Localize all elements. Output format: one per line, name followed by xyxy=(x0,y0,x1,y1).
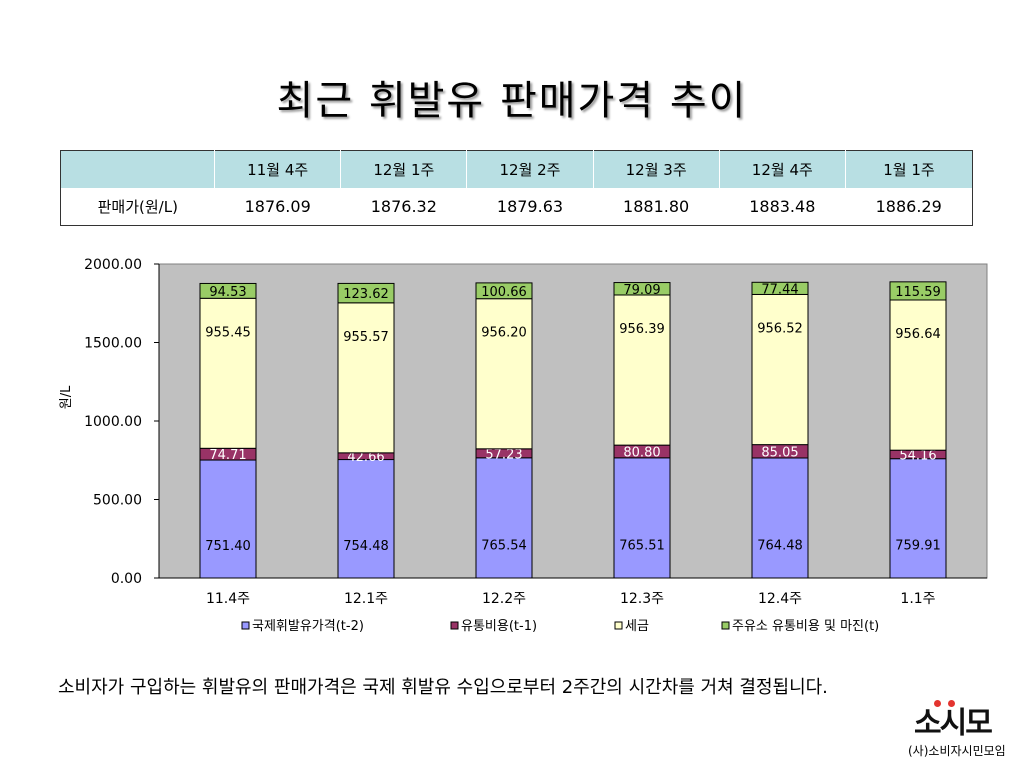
data-label: 955.57 xyxy=(343,330,389,345)
data-label: 955.45 xyxy=(205,325,251,340)
data-label: 956.64 xyxy=(895,327,941,342)
data-label: 754.48 xyxy=(343,539,389,554)
table-header-cell: 12월 3주 xyxy=(592,150,720,188)
bar-segment xyxy=(613,294,671,446)
bar-segment xyxy=(199,459,257,579)
stacked-bar-chart: 0.00 500.00 1000.00 1500.00 2000.00 원/L 751.40… xyxy=(59,257,988,634)
bar-segment xyxy=(475,282,533,300)
data-label: 764.48 xyxy=(757,538,803,553)
y-axis-label: 원/L xyxy=(59,385,74,409)
data-label: 956.52 xyxy=(757,321,803,336)
y-tick-label: 2000.00 xyxy=(84,257,142,273)
table-cell: 1876.09 xyxy=(214,188,341,226)
x-tick-label: 11.4주 xyxy=(206,591,250,607)
data-label: 956.20 xyxy=(481,326,527,341)
x-tick-label: 1.1주 xyxy=(900,591,935,607)
y-tick-label: 1500.00 xyxy=(84,336,142,352)
legend-entry: 주유소 유통비용 및 마진(t) xyxy=(732,619,879,634)
data-label: 42.66 xyxy=(347,450,384,465)
legend-entry: 세금 xyxy=(625,619,649,634)
bar-segment xyxy=(613,282,671,296)
table-corner-cell xyxy=(60,150,215,188)
legend-entry: 국제휘발유가격(t-2) xyxy=(252,619,364,634)
price-table: 11월 4주 12월 1주 12월 2주 12월 3주 12월 4주 1월 1주… xyxy=(60,150,973,226)
data-label: 80.80 xyxy=(623,445,660,460)
data-label: 79.09 xyxy=(623,283,660,298)
table-cell: 1883.48 xyxy=(719,188,846,226)
table-header-cell: 12월 1주 xyxy=(340,150,467,188)
table-cell: 1886.29 xyxy=(845,188,973,226)
bar-segment xyxy=(337,282,395,304)
bar-segment xyxy=(889,281,947,301)
legend-swatch xyxy=(614,621,623,630)
table-header-cell: 1월 1주 xyxy=(844,150,973,188)
legend-swatch xyxy=(721,621,730,630)
table-cell: 1879.63 xyxy=(466,188,594,226)
data-label: 765.51 xyxy=(619,538,665,553)
bar-segment xyxy=(613,457,671,579)
data-label: 57.23 xyxy=(485,447,522,462)
data-label: 85.05 xyxy=(761,445,798,460)
legend-entry: 유통비용(t-1) xyxy=(461,619,537,634)
logo-dot-icon xyxy=(948,700,955,707)
bar-segment xyxy=(337,459,395,579)
data-label: 759.91 xyxy=(895,539,941,554)
data-label: 956.39 xyxy=(619,322,665,337)
bar-segment xyxy=(751,281,809,295)
data-label: 77.44 xyxy=(761,282,798,297)
data-label: 74.71 xyxy=(209,448,246,463)
table-header-cell: 11월 4주 xyxy=(214,150,341,188)
bar-segment xyxy=(751,293,809,446)
table-header-cell: 12월 2주 xyxy=(466,150,594,188)
table-row-label: 판매가(원/L) xyxy=(60,188,215,226)
legend-swatch xyxy=(450,621,459,630)
data-label: 751.40 xyxy=(205,539,251,554)
table-header-row: 11월 4주 12월 1주 12월 2주 12월 3주 12월 4주 1월 1주 xyxy=(60,150,973,188)
logo-mark: 소시모 xyxy=(914,706,993,741)
legend-swatch xyxy=(241,621,250,630)
table-cell: 1881.80 xyxy=(593,188,720,226)
bar-segment xyxy=(475,457,533,579)
data-label: 123.62 xyxy=(343,287,389,302)
y-tick-label: 500.00 xyxy=(93,493,142,509)
logo-org-name: (사)소비자시민모임 xyxy=(908,744,1006,758)
y-tick-label: 0.00 xyxy=(111,571,142,587)
x-tick-label: 12.4주 xyxy=(758,591,802,607)
bar-segment xyxy=(889,458,947,579)
bar-segment xyxy=(751,457,809,579)
page-title: 최근 휘발유 판매가격 추이 xyxy=(276,78,748,124)
data-label: 115.59 xyxy=(895,285,941,300)
data-label: 54.16 xyxy=(899,448,936,463)
table-header-cell: 12월 4주 xyxy=(718,150,846,188)
x-tick-label: 12.2주 xyxy=(482,591,526,607)
bar-segment xyxy=(337,302,395,454)
bar-segment xyxy=(199,282,257,299)
x-tick-label: 12.1주 xyxy=(344,591,388,607)
table-cell: 1876.32 xyxy=(340,188,467,226)
data-label: 765.54 xyxy=(481,538,527,553)
x-tick-label: 12.3주 xyxy=(620,591,664,607)
bar-segment xyxy=(889,299,947,451)
data-label: 100.66 xyxy=(481,285,527,300)
bar-segment xyxy=(199,297,257,449)
data-label: 94.53 xyxy=(209,285,246,300)
organization-logo: 소시모 (사)소비자시민모임 xyxy=(904,698,1019,764)
bar-segment xyxy=(475,298,533,450)
chart-caption: 소비자가 구입하는 휘발유의 판매가격은 국제 휘발유 수입으로부터 2주간의 … xyxy=(58,677,828,698)
y-tick-label: 1000.00 xyxy=(84,414,142,430)
logo-dot-icon xyxy=(934,700,941,707)
table-row: 판매가(원/L) 1876.09 1876.32 1879.63 1881.80… xyxy=(60,188,973,226)
plot-area xyxy=(158,263,988,579)
